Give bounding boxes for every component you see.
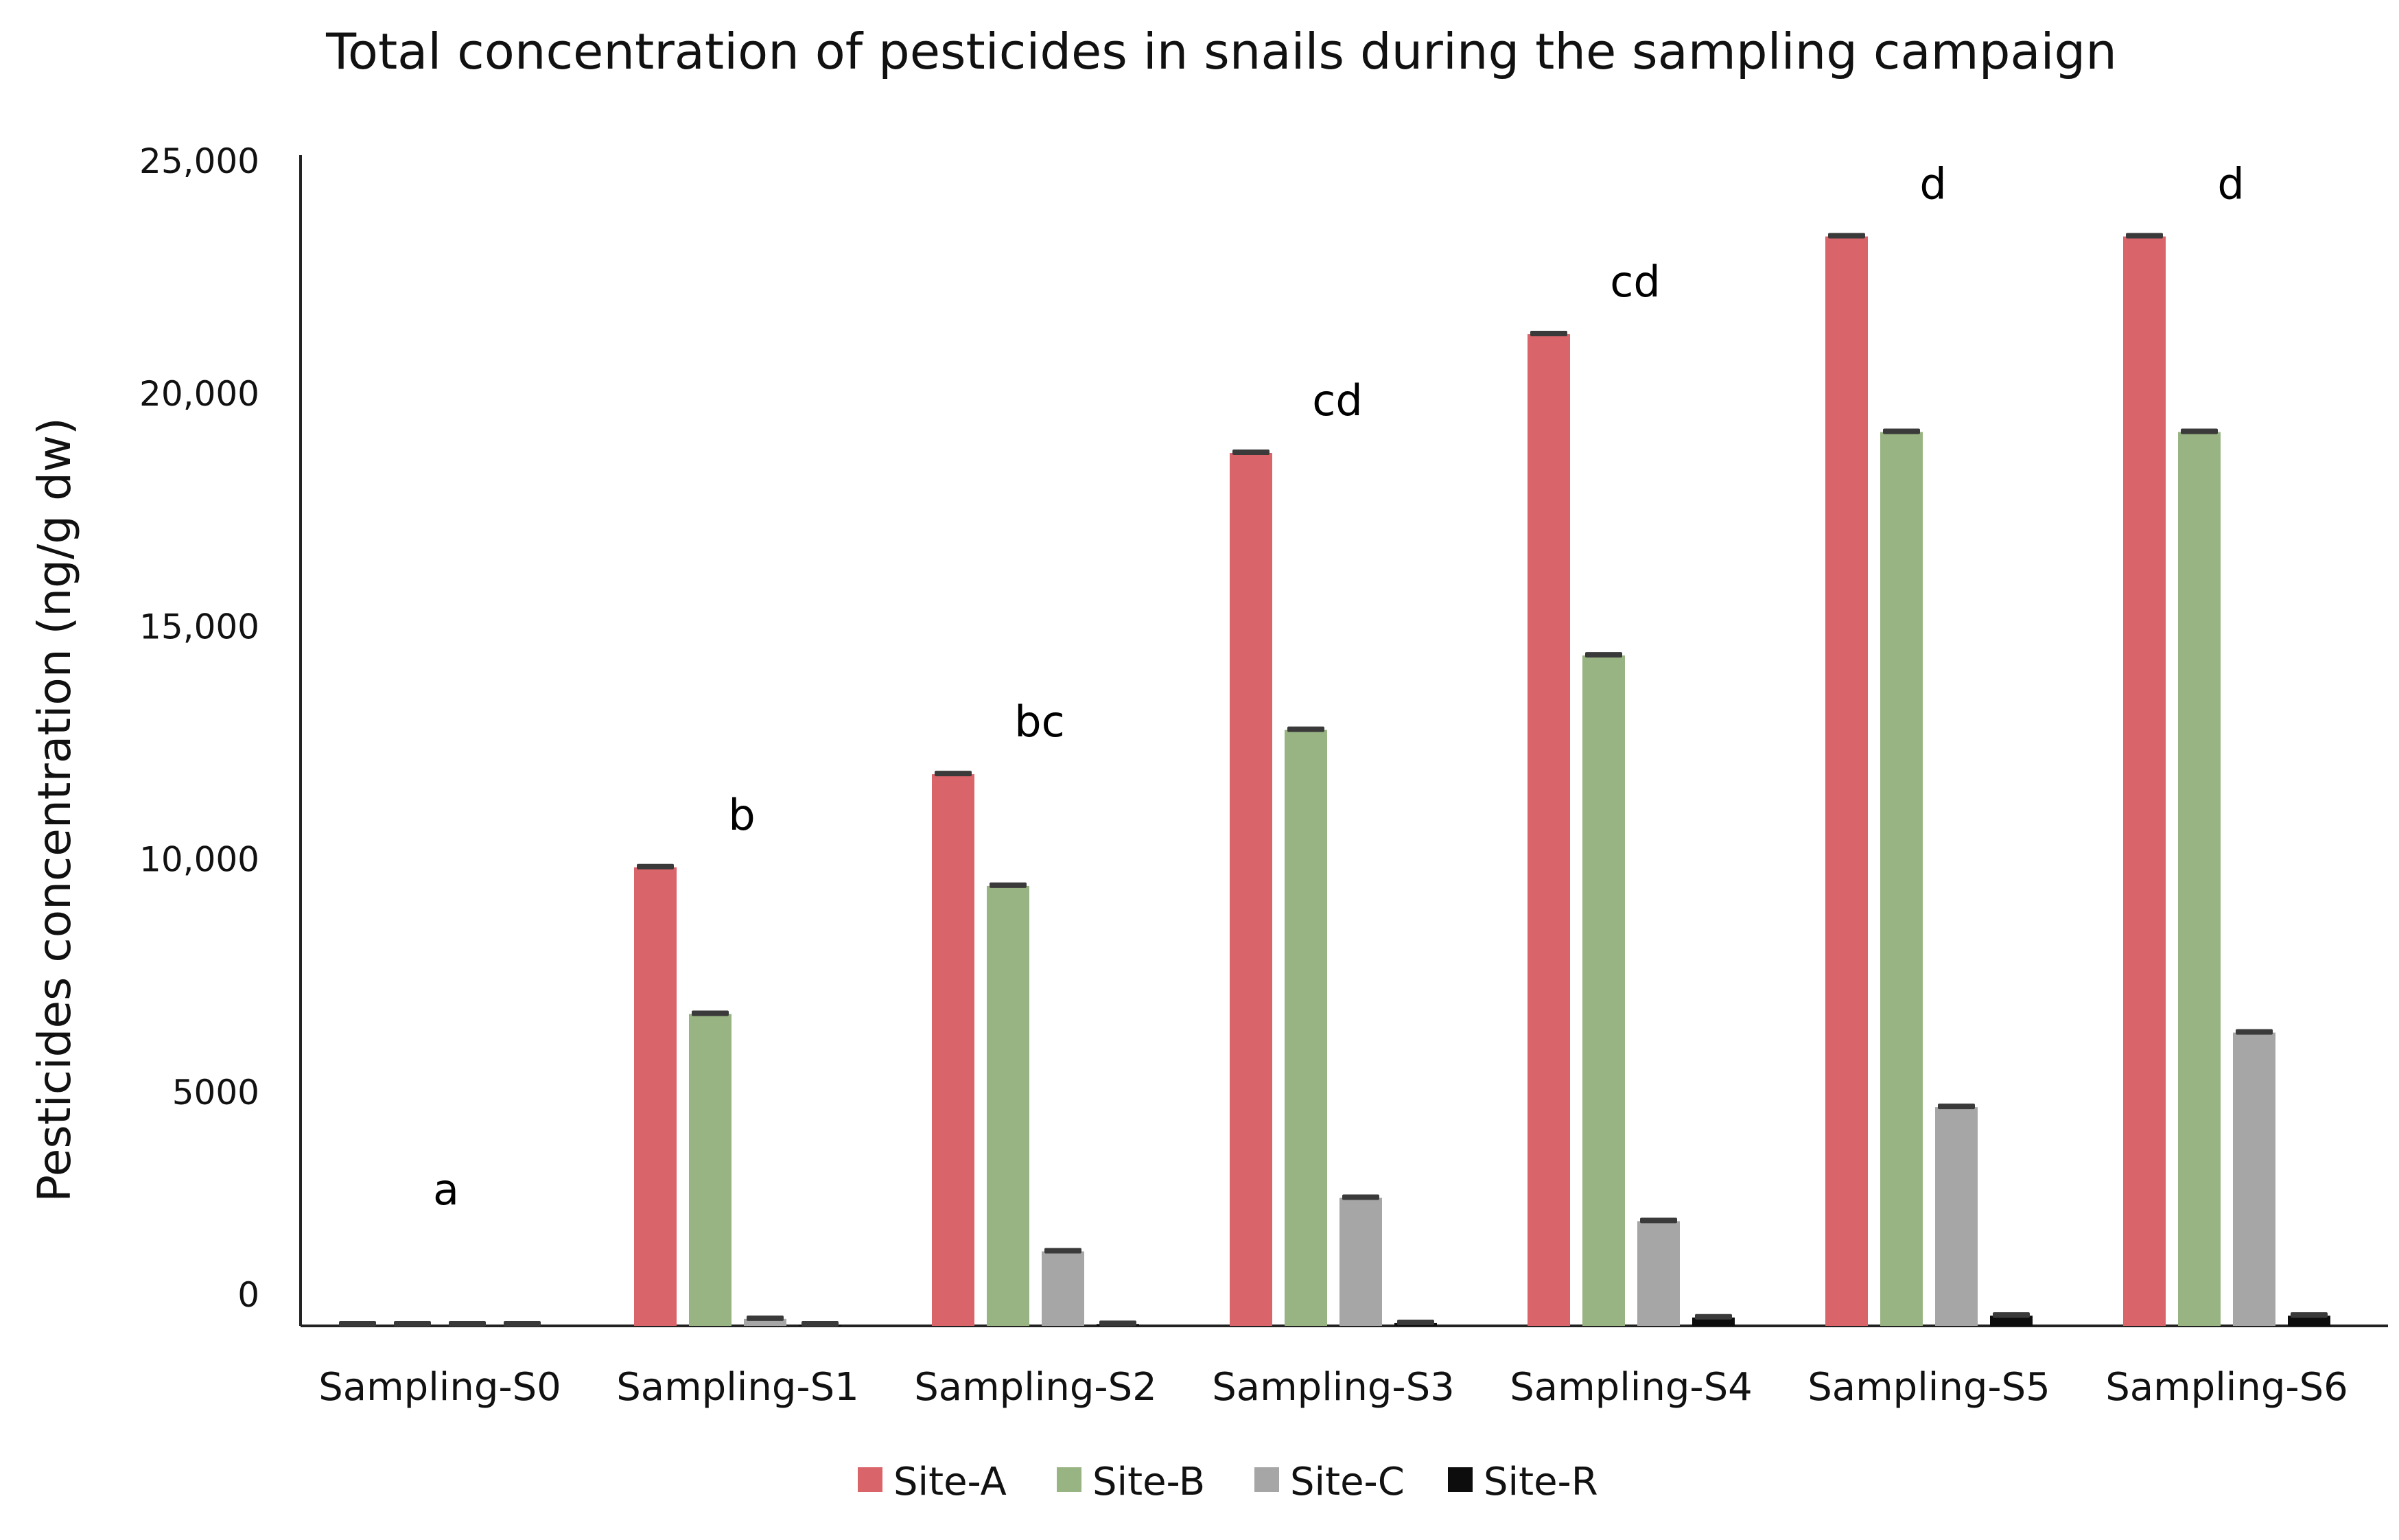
significance-label: cd bbox=[1312, 375, 1362, 425]
error-bar bbox=[339, 1321, 376, 1327]
error-bar bbox=[2291, 1312, 2328, 1318]
y-axis-label: Pesticides concentration (ng/g dw) bbox=[28, 417, 81, 1202]
bar-site-b-sampling-s6 bbox=[2178, 432, 2221, 1327]
error-bar bbox=[692, 1010, 729, 1016]
error-bar bbox=[2181, 428, 2218, 434]
y-tick-label: 0 bbox=[237, 1275, 259, 1315]
bar-site-b-sampling-s1 bbox=[689, 1014, 732, 1326]
legend-label-site-b: Site-B bbox=[1092, 1460, 1205, 1504]
bar-site-b-sampling-s5 bbox=[1880, 432, 1923, 1327]
error-bar bbox=[1695, 1314, 1732, 1320]
y-tick-label: 10,000 bbox=[139, 840, 259, 880]
x-category-label: Sampling-S3 bbox=[1212, 1365, 1455, 1410]
y-tick-label: 15,000 bbox=[139, 607, 259, 646]
legend-swatch-site-r bbox=[1448, 1467, 1473, 1492]
error-bar bbox=[1938, 1104, 1975, 1110]
bar-site-c-sampling-s3 bbox=[1339, 1198, 1382, 1326]
legend-swatch-site-c bbox=[1254, 1467, 1279, 1492]
bar-site-b-sampling-s2 bbox=[987, 885, 1029, 1326]
error-bar bbox=[1828, 233, 1865, 239]
significance-label: a bbox=[433, 1165, 459, 1215]
legend: Site-A Site-B Site-C Site-R bbox=[858, 1460, 1598, 1504]
significance-label: d bbox=[1919, 159, 1946, 209]
significance-label: b bbox=[728, 790, 755, 840]
significance-label: cd bbox=[1610, 257, 1660, 307]
error-bar bbox=[1530, 331, 1567, 337]
bar-site-r-sampling-s6 bbox=[2288, 1316, 2330, 1326]
error-bar bbox=[1099, 1320, 1136, 1327]
chart-title: Total concentration of pesticides in sna… bbox=[325, 23, 2117, 80]
significance-label: d bbox=[2217, 159, 2244, 209]
bar-site-a-sampling-s6 bbox=[2123, 236, 2166, 1327]
x-category-label: Sampling-S2 bbox=[914, 1365, 1157, 1410]
bar-site-r-sampling-s4 bbox=[1692, 1317, 1735, 1326]
x-category-label: Sampling-S5 bbox=[1807, 1365, 2050, 1410]
bar-site-b-sampling-s3 bbox=[1285, 730, 1327, 1326]
bar-site-c-sampling-s4 bbox=[1637, 1221, 1680, 1326]
legend-swatch-site-b bbox=[1057, 1467, 1081, 1492]
y-tick-label: 20,000 bbox=[139, 374, 259, 414]
error-bar bbox=[1342, 1194, 1379, 1200]
bar-site-c-sampling-s6 bbox=[2233, 1032, 2275, 1326]
error-bar bbox=[801, 1321, 839, 1327]
bar-site-r-sampling-s5 bbox=[1990, 1316, 2033, 1326]
error-bar bbox=[1397, 1319, 1434, 1325]
plot-area: 0 5000 10,000 15,000 20,000 25,000 Sampling-S0… bbox=[139, 141, 2388, 1410]
error-bar bbox=[1287, 726, 1324, 732]
x-category-label: Sampling-S6 bbox=[2105, 1365, 2348, 1410]
x-category-label: Sampling-S4 bbox=[1510, 1365, 1753, 1410]
significance-label: bc bbox=[1014, 697, 1064, 747]
legend-label-site-c: Site-C bbox=[1290, 1460, 1405, 1504]
error-bar bbox=[747, 1315, 784, 1321]
legend-label-site-r: Site-R bbox=[1484, 1460, 1598, 1504]
x-category-label: Sampling-S0 bbox=[318, 1365, 561, 1410]
y-tick-label: 25,000 bbox=[139, 141, 259, 181]
bar-site-b-sampling-s4 bbox=[1582, 655, 1625, 1326]
error-bar bbox=[394, 1321, 431, 1327]
error-bar bbox=[449, 1321, 486, 1327]
bar-site-a-sampling-s1 bbox=[634, 867, 677, 1326]
error-bar bbox=[1232, 450, 1269, 455]
error-bar bbox=[504, 1321, 541, 1327]
bar-site-a-sampling-s3 bbox=[1230, 453, 1272, 1326]
bar-site-a-sampling-s5 bbox=[1825, 236, 1868, 1327]
error-bar bbox=[1044, 1248, 1081, 1254]
error-bar bbox=[2236, 1029, 2273, 1035]
error-bar bbox=[990, 882, 1027, 888]
bar-site-a-sampling-s2 bbox=[932, 774, 974, 1326]
bar-site-c-sampling-s5 bbox=[1935, 1107, 1978, 1326]
error-bar bbox=[1883, 428, 1920, 434]
error-bar bbox=[1585, 652, 1622, 658]
x-category-label: Sampling-S1 bbox=[616, 1365, 859, 1410]
bar-site-a-sampling-s4 bbox=[1528, 334, 1570, 1326]
bar-site-c-sampling-s1 bbox=[744, 1318, 786, 1326]
error-bar bbox=[1640, 1217, 1677, 1224]
bar-site-c-sampling-s2 bbox=[1042, 1251, 1084, 1326]
legend-swatch-site-a bbox=[858, 1467, 882, 1492]
error-bar bbox=[2126, 233, 2163, 239]
error-bar bbox=[637, 863, 674, 870]
legend-label-site-a: Site-A bbox=[893, 1460, 1007, 1504]
y-tick-label: 5000 bbox=[172, 1073, 259, 1112]
error-bar bbox=[935, 771, 972, 777]
error-bar bbox=[1993, 1312, 2030, 1318]
